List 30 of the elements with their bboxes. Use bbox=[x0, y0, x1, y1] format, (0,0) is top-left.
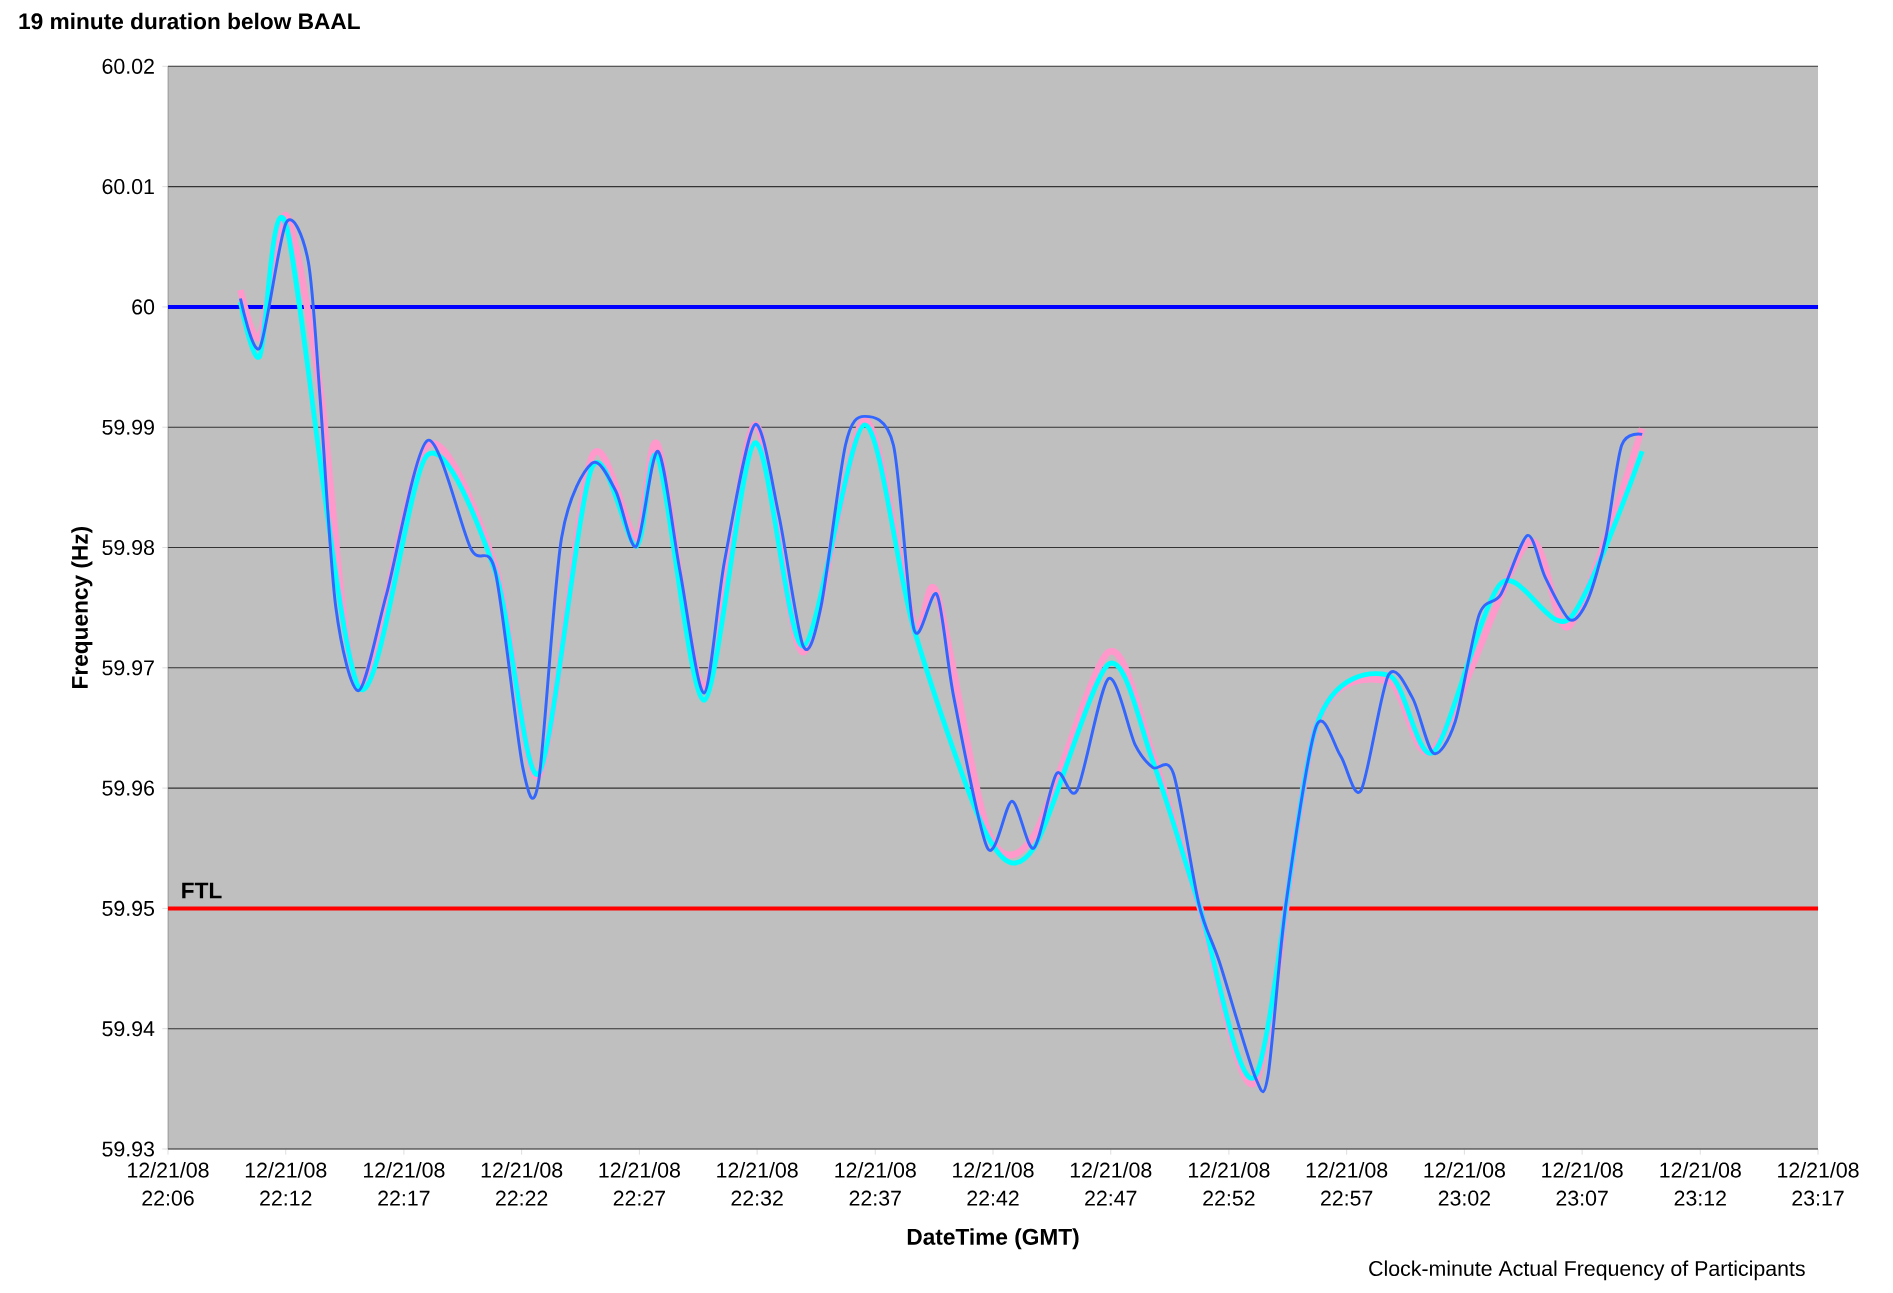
y-tick-label: 59.94 bbox=[102, 1021, 155, 1037]
x-tick-label: 12/21/08 22:47 bbox=[1070, 1162, 1152, 1206]
chart-title: 19 minute duration below BAAL bbox=[19, 12, 360, 30]
y-tick-label: 59.96 bbox=[102, 780, 154, 796]
x-tick-label: 12/21/08 23:17 bbox=[1778, 1162, 1859, 1206]
y-tick-label: 59.98 bbox=[102, 539, 154, 556]
y-tick-label: 60.02 bbox=[102, 58, 154, 74]
y-tick-label: 60 bbox=[132, 299, 155, 315]
x-tick-label: 12/21/08 22:52 bbox=[1189, 1162, 1270, 1206]
y-tick-label: 59.97 bbox=[102, 660, 154, 676]
x-tick-label: 12/21/08 23:02 bbox=[1424, 1162, 1505, 1206]
ref-line-label: FTL bbox=[182, 882, 222, 899]
y-axis-title: Frequency (Hz) bbox=[71, 526, 93, 688]
x-tick-label: 12/21/08 23:07 bbox=[1542, 1162, 1623, 1206]
x-tick-label: 12/21/08 22:27 bbox=[599, 1162, 680, 1206]
x-tick-label: 12/21/08 22:22 bbox=[481, 1162, 563, 1206]
y-tick-label: 59.99 bbox=[102, 419, 154, 435]
y-tick-label: 59.95 bbox=[102, 900, 155, 916]
x-tick-label: 12/21/08 22:17 bbox=[363, 1162, 445, 1206]
x-tick-label: 12/21/08 22:06 bbox=[128, 1162, 209, 1206]
x-axis-title: DateTime (GMT) bbox=[907, 1228, 1079, 1250]
x-tick-label: 12/21/08 22:57 bbox=[1306, 1162, 1388, 1206]
x-tick-label: 12/21/08 22:32 bbox=[717, 1162, 798, 1206]
y-tick-label: 60.01 bbox=[102, 179, 154, 195]
y-tick-label: 59.93 bbox=[102, 1141, 154, 1157]
x-tick-label: 12/21/08 23:12 bbox=[1660, 1162, 1741, 1206]
x-tick-label: 12/21/08 22:42 bbox=[953, 1162, 1034, 1206]
x-tick-label: 12/21/08 22:37 bbox=[835, 1162, 916, 1206]
text: Clock-minute Actual Frequency of Participants bbox=[1369, 1260, 1805, 1281]
x-tick-label: 12/21/08 22:12 bbox=[245, 1162, 327, 1206]
